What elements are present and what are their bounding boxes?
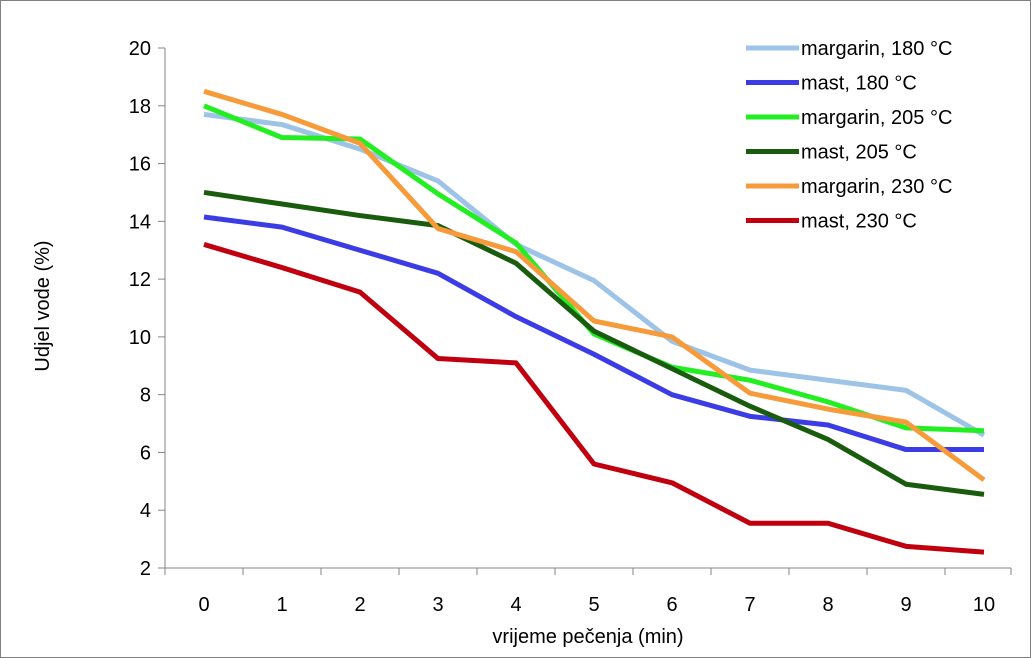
y-tick-label: 20 <box>129 38 151 60</box>
x-tick-label: 9 <box>900 594 911 616</box>
series-line-4 <box>203 189 985 497</box>
y-tick-label: 18 <box>129 96 151 118</box>
y-tick-label: 8 <box>140 385 151 407</box>
x-tick-label: 2 <box>354 594 365 616</box>
legend-label-6: mast, 230 °C <box>801 211 917 233</box>
y-tick-label: 12 <box>129 269 151 291</box>
legend-label-3: margarin, 205 °C <box>801 107 952 129</box>
legend-label-1: margarin, 180 °C <box>801 38 952 60</box>
x-tick-label: 10 <box>973 594 995 616</box>
y-tick-label: 10 <box>129 327 151 349</box>
y-tick-label: 2 <box>140 558 151 580</box>
x-tick-label: 6 <box>666 594 677 616</box>
series-line-5 <box>203 88 986 482</box>
x-tick-label: 4 <box>510 594 521 616</box>
legend: margarin, 180 °C mast, 180 °C margarin, 20… <box>746 38 952 233</box>
series-line-2 <box>203 214 984 453</box>
y-axis-title: Udjel vode (%) <box>32 240 54 371</box>
y-tick-label: 4 <box>140 500 151 522</box>
x-tick-label: 1 <box>276 594 287 616</box>
x-axis-title: vrijeme pečenja (min) <box>492 626 683 648</box>
legend-label-4: mast, 205 °C <box>801 142 917 164</box>
x-tick-label: 8 <box>822 594 833 616</box>
legend-label-5: margarin, 230 °C <box>801 176 952 198</box>
series-line-3 <box>203 103 985 434</box>
legend-label-2: mast, 180 °C <box>801 73 917 95</box>
x-tick-label: 7 <box>744 594 755 616</box>
x-tick-label: 0 <box>198 594 209 616</box>
series-line-6 <box>203 242 985 555</box>
y-tick-label: 16 <box>129 154 151 176</box>
x-tick-label: 3 <box>432 594 443 616</box>
y-tick-label: 14 <box>129 211 151 233</box>
y-tick-label: 6 <box>140 442 151 464</box>
series-lines <box>203 88 986 555</box>
x-tick-label: 5 <box>588 594 599 616</box>
